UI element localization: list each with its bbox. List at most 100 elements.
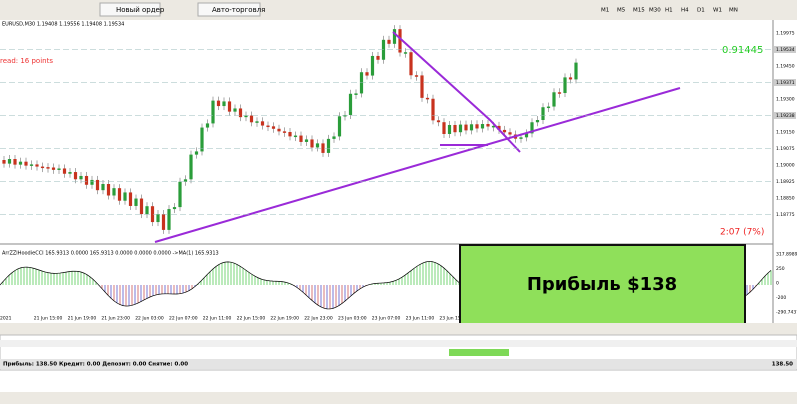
candle	[321, 143, 325, 153]
candle	[189, 154, 193, 180]
candle	[563, 77, 567, 94]
summary-total: 138.50	[772, 362, 793, 368]
price-label: 1.19450	[776, 64, 795, 70]
price-label: 1.19000	[776, 163, 795, 169]
candle	[271, 126, 276, 129]
summary-text: Прибыль: 138.50 Кредит: 0.00 Депозит: 0.…	[3, 361, 188, 368]
profit-callout	[459, 244, 746, 326]
candle	[398, 29, 402, 53]
candle	[524, 133, 529, 138]
candle	[68, 172, 72, 174]
ratio-label: 0.91445	[722, 45, 763, 56]
candle	[337, 116, 342, 137]
candle	[156, 214, 160, 223]
candle	[134, 198, 138, 206]
candle	[546, 106, 551, 109]
timeframe-button[interactable]: M1	[601, 8, 609, 14]
table-header	[0, 340, 797, 347]
candle	[277, 128, 281, 132]
candle	[227, 101, 232, 112]
candle	[40, 166, 45, 169]
candle	[62, 168, 67, 174]
candle	[128, 192, 133, 206]
time-label: 22 Jun 23:00	[304, 316, 333, 322]
auto-trading-button[interactable]	[197, 2, 261, 17]
time-label: 21 Jun 19:00	[68, 316, 97, 322]
candle	[310, 139, 314, 148]
candle	[255, 121, 259, 123]
timeframe-button[interactable]: H1	[665, 8, 673, 14]
candle	[486, 124, 490, 127]
price-label: 1.19150	[776, 130, 795, 136]
trend-line	[154, 87, 681, 243]
candle	[7, 159, 12, 164]
candle	[315, 143, 320, 148]
candle	[211, 100, 215, 124]
candle	[535, 119, 540, 123]
candle	[194, 151, 199, 155]
candle	[480, 124, 485, 129]
candle	[497, 125, 501, 130]
price-label: 1.19075	[776, 146, 795, 152]
candle	[288, 132, 292, 137]
timeframe-button[interactable]: D1	[697, 8, 705, 14]
new-order-label: Новый ордер	[116, 6, 165, 14]
candle	[51, 167, 56, 170]
candle	[79, 175, 83, 180]
candle	[568, 77, 573, 80]
spread-label: read: 16 points	[0, 57, 53, 65]
candle	[502, 129, 507, 133]
candle	[541, 107, 545, 120]
candle	[205, 123, 210, 128]
profit-callout-text: Прибыль $138	[527, 274, 677, 295]
price-label: 1.19975	[776, 31, 795, 37]
timeframe-button[interactable]: H4	[681, 8, 689, 14]
candle	[266, 125, 270, 128]
new-order-button[interactable]	[99, 2, 161, 17]
time-label: 22 Jun 15:00	[237, 316, 266, 322]
candle	[359, 72, 364, 94]
candle	[150, 206, 155, 223]
candle	[475, 124, 479, 129]
candle	[403, 52, 408, 54]
candle	[491, 125, 496, 128]
candle	[260, 121, 265, 126]
timeframe-button[interactable]: M30	[649, 8, 661, 14]
candle	[299, 135, 303, 142]
time-label: 2021	[0, 316, 12, 322]
price-label: 1.19238	[776, 113, 795, 119]
candle	[95, 179, 100, 191]
candle	[519, 137, 523, 139]
candle	[332, 136, 336, 139]
candle	[222, 101, 226, 107]
candle	[282, 131, 287, 133]
timeframe-button[interactable]: W1	[713, 8, 722, 14]
candle	[442, 122, 446, 134]
candle	[84, 175, 89, 185]
timeframe-button[interactable]: M15	[633, 8, 645, 14]
indicator-axis-label: 250	[776, 266, 785, 272]
indicator-axis-label: -200	[776, 295, 786, 301]
candle	[46, 167, 50, 169]
candle	[233, 108, 237, 112]
timeframe-button[interactable]: MN	[729, 8, 738, 14]
candle	[145, 206, 149, 215]
candle	[458, 124, 463, 133]
candle	[508, 132, 512, 135]
candle	[244, 115, 248, 118]
price-label: 1.19534	[776, 47, 795, 53]
candle	[304, 139, 309, 142]
candle	[112, 188, 116, 196]
candle	[431, 98, 435, 121]
candle	[106, 184, 111, 196]
timeframe-button[interactable]: M5	[617, 8, 626, 14]
candle	[139, 198, 144, 215]
candle	[216, 100, 221, 107]
price-label: 1.18775	[776, 212, 795, 218]
candle	[414, 75, 419, 77]
price-label: 1.19300	[776, 97, 795, 103]
candle	[2, 160, 6, 164]
indicator-axis-label: -290.7437	[776, 310, 797, 316]
candle	[18, 161, 23, 165]
